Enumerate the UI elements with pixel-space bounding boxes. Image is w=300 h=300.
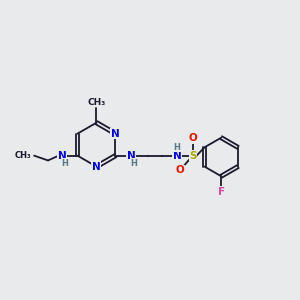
Text: H: H bbox=[174, 143, 181, 152]
Text: N: N bbox=[58, 151, 66, 160]
Text: H: H bbox=[130, 159, 137, 168]
Text: CH₃: CH₃ bbox=[14, 151, 31, 160]
Text: H: H bbox=[62, 159, 69, 168]
Text: O: O bbox=[175, 165, 184, 175]
Text: O: O bbox=[189, 134, 197, 143]
Text: N: N bbox=[111, 129, 120, 139]
Text: N: N bbox=[127, 151, 135, 160]
Text: CH₃: CH₃ bbox=[87, 98, 106, 106]
Text: N: N bbox=[92, 162, 101, 172]
Text: N: N bbox=[173, 151, 182, 160]
Text: F: F bbox=[218, 187, 225, 197]
Text: S: S bbox=[189, 151, 197, 160]
